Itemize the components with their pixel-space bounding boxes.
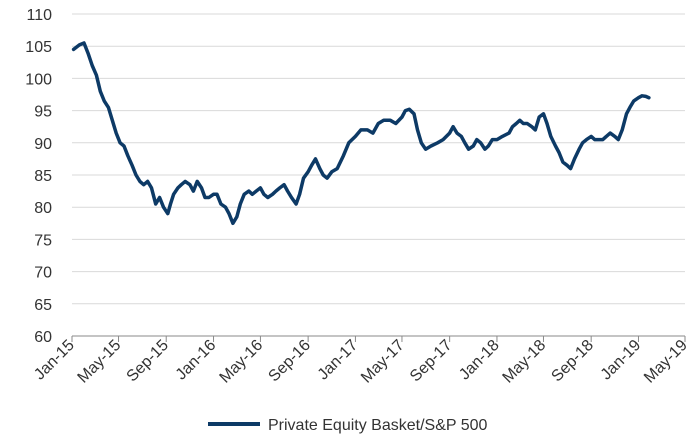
x-tick-label: Jan-19 [598,337,645,384]
gridlines [72,13,685,305]
y-tick-label: 75 [34,232,52,249]
x-tick-label: May-16 [217,337,267,387]
y-tick-label: 65 [34,297,52,314]
x-tick-label: Jan-18 [456,337,503,384]
x-tick-label: Sep-15 [124,337,173,386]
y-tick-label: 110 [26,7,52,24]
x-tick-label: Sep-17 [407,337,456,386]
x-tick-label: Sep-16 [265,337,314,386]
x-tick-label: Sep-18 [548,337,597,386]
y-tick-label: 100 [25,71,52,88]
series-group [71,41,651,226]
y-tick-label: 95 [34,104,52,121]
x-tick-label: Jan-16 [173,337,220,384]
legend-label: Private Equity Basket/S&P 500 [268,417,487,434]
x-axis-ticks [71,336,686,342]
y-axis-tick-labels: 60 65 70 75 80 85 90 95 100 105 110 [25,7,52,346]
x-tick-label: May-17 [358,337,408,387]
x-tick-label: May-15 [75,337,125,387]
x-tick-label: May-18 [500,337,550,387]
y-tick-label: 105 [25,39,52,56]
y-tick-label: 80 [34,200,52,217]
legend: Private Equity Basket/S&P 500 [208,417,487,434]
x-tick-label: Jan-17 [315,337,362,384]
y-tick-label: 70 [34,265,52,282]
y-tick-label: 85 [34,168,52,185]
y-tick-label: 60 [34,329,52,346]
x-tick-label: May-19 [641,337,691,387]
series-line [71,41,651,226]
y-tick-label: 90 [34,136,52,153]
